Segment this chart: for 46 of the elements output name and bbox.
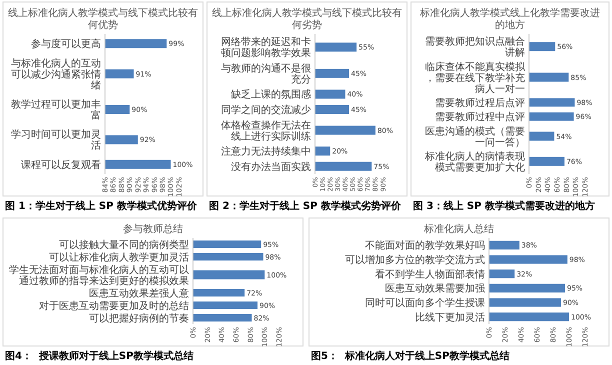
y-tick-label: 可以接触大量不同的病例类型 xyxy=(59,238,189,251)
chart-title: 线上标准化病人教学模式与线下模式比较有何优势 xyxy=(8,7,198,31)
y-tick-label: 医患互动效果需要加强 xyxy=(385,282,485,295)
y-tick-label: 注意力无法持续集中 xyxy=(221,146,311,158)
y-tick-label: 不能面对面的教学效果好吗 xyxy=(365,240,485,252)
y-tick-label: 标准化病人的病情表现模式需要更加扩大化 xyxy=(424,150,525,174)
chart-title: 标准化病人教学模式线上化教学需要改进的地方 xyxy=(419,7,600,31)
bar xyxy=(489,240,520,250)
y-tick-label: 体格检查操作无法在线上进行实际训练 xyxy=(221,119,311,142)
bar xyxy=(489,255,568,264)
y-tick-label: 比线下更加灵活 xyxy=(415,311,485,324)
y-tick-label: 需要教师过程中点评 xyxy=(435,111,525,124)
bar xyxy=(489,298,561,307)
y-tick-label: 缺乏上课的氛围感 xyxy=(231,88,311,101)
y-tick-label: 同学之间的交流减少 xyxy=(221,104,311,116)
y-tick-label: 临床查体不能真实模拟，需要在线下教学补充病人一对一 xyxy=(425,60,526,95)
y-tick-label: 对于医患互动需要更加及时的总结 xyxy=(39,300,189,312)
y-tick-label: 需要教师过程后点评 xyxy=(435,96,525,109)
chart-title: 参与教师总结 xyxy=(123,223,183,235)
y-tick-label: 需要教师把知识点融合讲解 xyxy=(425,36,525,59)
y-tick-label: 医患互动效果差强人意 xyxy=(89,287,189,300)
chart-title: 标准化病人总结 xyxy=(423,223,494,235)
y-tick-label: 同时可以面向多个学生授课 xyxy=(365,297,485,309)
y-tick-label: 可以让标准化病人教学更加灵活 xyxy=(49,251,189,264)
caption: 图 3：线上 SP 教学模式需要改进的地方 xyxy=(413,200,595,212)
y-tick-label: 可以把握好病例的节奏 xyxy=(89,312,189,324)
y-tick-label: 网络带来的延迟和卡顿问题影响教学效果 xyxy=(221,36,311,60)
bar xyxy=(489,270,515,278)
caption: 图 1：学生对于线上 SP 教学模式优势评价 xyxy=(5,200,198,212)
y-tick-label: 与标准化病人的互动可以减少沟通紧张情绪 xyxy=(11,57,101,92)
caption: 图4： 授课教师对于线上SP教学模式总结 xyxy=(5,350,194,362)
y-tick-label: 与教师的沟通不是很充分 xyxy=(221,62,311,86)
y-tick-label: 教学过程可以更加丰富 xyxy=(11,98,101,122)
caption: 图 2：学生对于线上 SP 教学模式劣势评价 xyxy=(209,200,402,212)
y-tick-label: 可以增加多方位的教学交流方式 xyxy=(345,254,485,266)
y-tick-label: 没有办法当面实践 xyxy=(231,160,311,173)
y-tick-label: 学习时间可以更加灵活 xyxy=(11,128,101,152)
bar xyxy=(489,284,565,292)
y-tick-label: 课程可以反复观看 xyxy=(21,158,101,171)
caption: 图5： 标准化病人对于线上SP教学模式总结 xyxy=(311,350,510,362)
y-tick-label: 学生无法面对面与标准化病人的互动可以通过教师的指导来达到更好的模拟效果 xyxy=(9,264,189,287)
bar xyxy=(489,312,569,322)
y-tick-label: 参与度可以更高 xyxy=(31,38,101,50)
y-tick-label: 看不到学生人物面部表情 xyxy=(375,268,485,280)
y-tick-label: 医患沟通的模式（需要一问一答） xyxy=(425,125,525,148)
chart-title: 线上标准化病人教学模式与线下模式比较有何劣势 xyxy=(212,7,402,31)
